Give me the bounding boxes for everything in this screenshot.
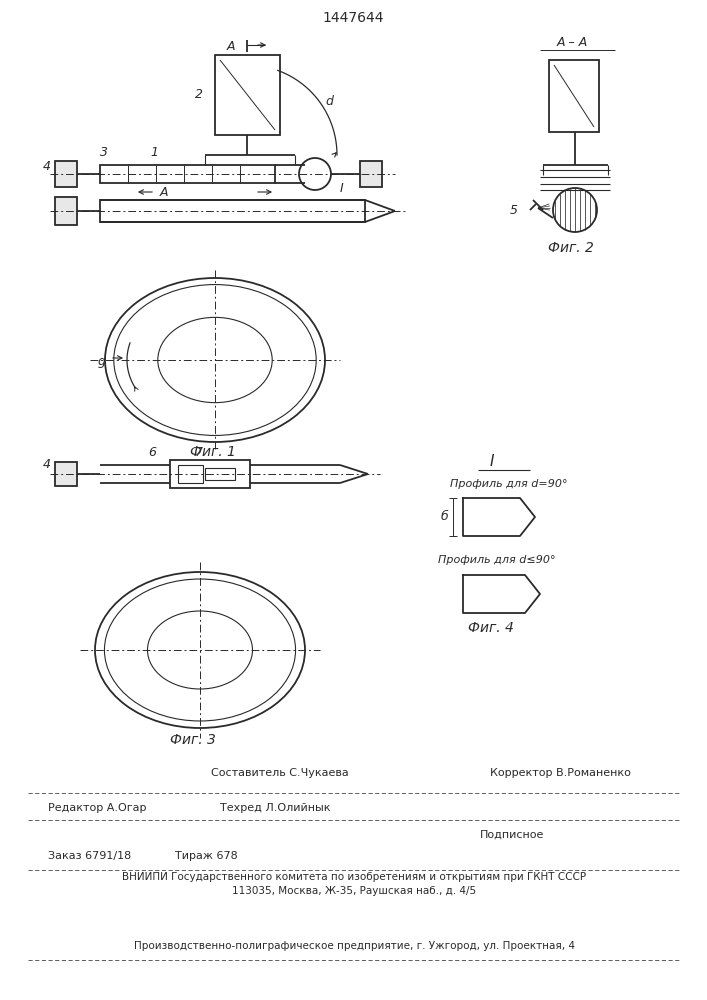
Bar xyxy=(360,161,382,187)
Text: Редактор А.Огар: Редактор А.Огар xyxy=(48,803,146,813)
Bar xyxy=(215,55,280,135)
Text: 2: 2 xyxy=(195,89,203,102)
Text: А – А: А – А xyxy=(557,35,588,48)
Text: Профиль для d=90°: Профиль для d=90° xyxy=(450,479,568,489)
Text: 4: 4 xyxy=(43,159,51,172)
Text: 4: 4 xyxy=(43,458,51,471)
Text: Корректор В.Романенко: Корректор В.Романенко xyxy=(490,768,631,778)
Text: 1: 1 xyxy=(150,146,158,159)
Text: Составитель С.Чукаева: Составитель С.Чукаева xyxy=(211,768,349,778)
Text: Заказ 6791/18: Заказ 6791/18 xyxy=(48,851,132,861)
Bar xyxy=(55,161,77,187)
Text: g: g xyxy=(98,356,106,368)
Text: d: d xyxy=(326,95,334,108)
Text: A: A xyxy=(160,186,168,198)
Circle shape xyxy=(553,188,597,232)
Bar xyxy=(55,197,77,225)
Text: ВНИИПИ Государственного комитета по изобретениям и открытиям при ГКНТ СССР: ВНИИПИ Государственного комитета по изоб… xyxy=(122,872,586,882)
Text: Подписное: Подписное xyxy=(480,830,544,840)
Bar xyxy=(100,200,365,222)
Text: Фиг. 1: Фиг. 1 xyxy=(190,445,236,459)
Bar xyxy=(55,462,77,486)
Text: Фиг. 4: Фиг. 4 xyxy=(468,621,514,635)
Text: 3: 3 xyxy=(100,146,108,159)
Bar xyxy=(100,165,275,183)
Text: 113035, Москва, Ж-35, Раушская наб., д. 4/5: 113035, Москва, Ж-35, Раушская наб., д. … xyxy=(232,886,476,896)
Text: Производственно-полиграфическое предприятие, г. Ужгород, ул. Проектная, 4: Производственно-полиграфическое предприя… xyxy=(134,941,575,951)
Text: Профиль для d≤90°: Профиль для d≤90° xyxy=(438,555,556,565)
Bar xyxy=(178,465,203,483)
Text: I: I xyxy=(340,182,344,194)
Text: 1447644: 1447644 xyxy=(323,11,384,25)
Text: 5: 5 xyxy=(510,204,518,217)
Text: I: I xyxy=(490,454,494,470)
Bar xyxy=(205,468,235,480)
Text: 7: 7 xyxy=(195,446,203,460)
Text: Техред Л.Олийнык: Техред Л.Олийнык xyxy=(220,803,330,813)
Text: A: A xyxy=(227,40,235,53)
Text: б: б xyxy=(441,510,449,524)
Text: Фиг. 2: Фиг. 2 xyxy=(548,241,594,255)
Bar xyxy=(170,460,250,488)
Text: 6: 6 xyxy=(148,446,156,460)
Text: Фиг. 3: Фиг. 3 xyxy=(170,733,216,747)
Text: Тираж 678: Тираж 678 xyxy=(175,851,238,861)
Bar xyxy=(549,60,599,132)
